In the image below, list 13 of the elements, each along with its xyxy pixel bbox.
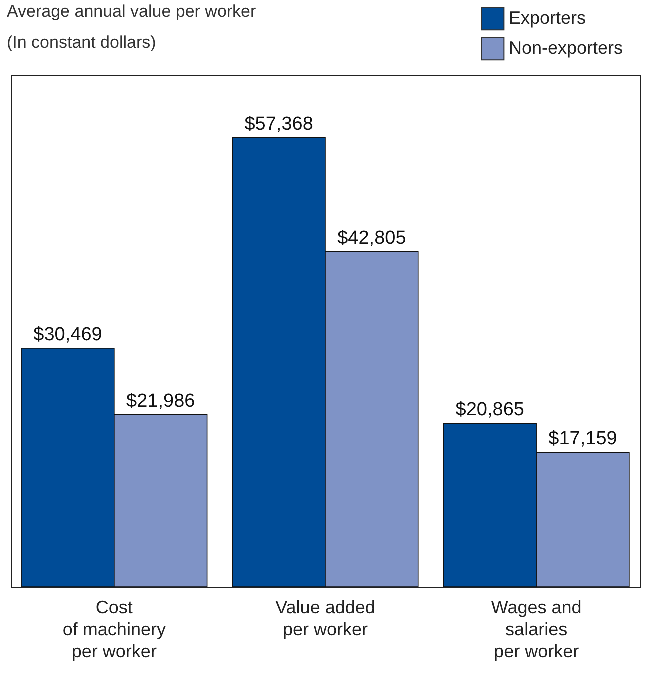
x-tick-label: Value added per worker (276, 598, 376, 640)
data-label: $20,865 (456, 400, 524, 421)
data-label: $17,159 (548, 428, 618, 450)
data-label: $42,805 (338, 228, 406, 249)
data-label: $21,986 (126, 390, 196, 412)
chart-subtitle: (In constant dollars) (7, 33, 156, 52)
x-tick-label: Cost of machinery per worker (62, 598, 166, 662)
data-label: $30,469 (34, 324, 102, 346)
legend-label: Exporters (509, 8, 586, 28)
legend-label: Non-exporters (509, 38, 624, 58)
data-label: $57,368 (244, 114, 314, 135)
x-tick-label: Wages and salaries per worker (491, 598, 582, 662)
chart-title: Average annual value per worker (7, 2, 257, 21)
